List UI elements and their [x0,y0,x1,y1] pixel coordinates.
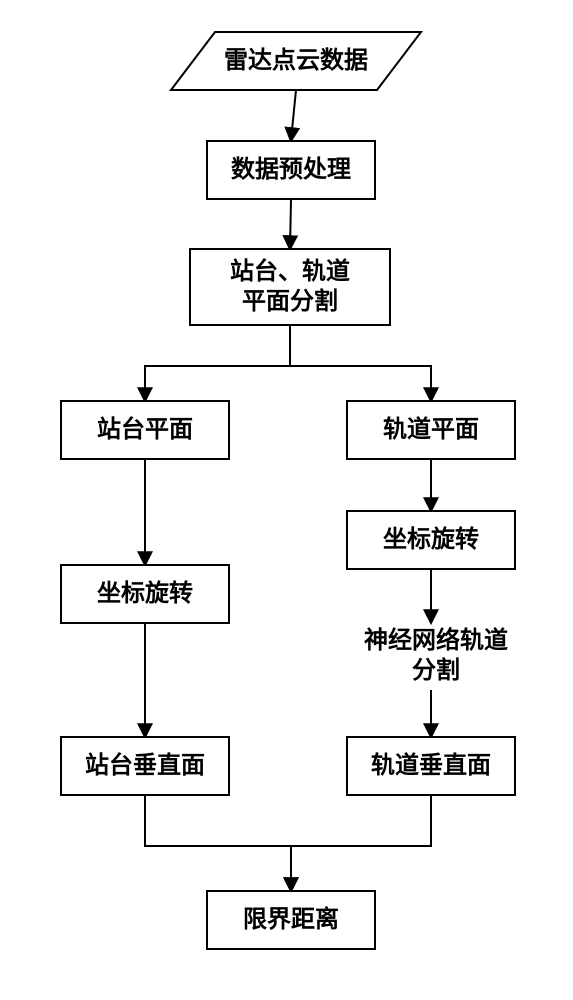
label-neural-network-track-segmentation: 神经网络轨道 分割 [346,626,526,686]
node-platform-track-plane-segmentation-label: 站台、轨道 平面分割 [230,257,350,317]
node-radar-pointcloud-data-label: 雷达点云数据 [193,32,399,90]
node-platform-vertical-plane-label: 站台垂直面 [85,751,205,781]
edge-e3 [290,326,431,400]
node-coordinate-rotation-left-label: 坐标旋转 [97,579,193,609]
node-track-vertical-plane-label: 轨道垂直面 [371,751,491,781]
node-track-vertical-plane: 轨道垂直面 [346,736,516,796]
node-platform-vertical-plane: 站台垂直面 [60,736,230,796]
edge-e0 [291,90,296,140]
node-platform-plane: 站台平面 [60,400,230,460]
node-track-plane: 轨道平面 [346,400,516,460]
node-data-preprocessing: 数据预处理 [206,140,376,200]
edge-e1 [290,200,291,248]
edge-e2 [145,326,290,400]
node-coordinate-rotation-left: 坐标旋转 [60,564,230,624]
node-clearance-distance-label: 限界距离 [243,905,339,935]
node-platform-track-plane-segmentation: 站台、轨道 平面分割 [189,248,391,326]
node-coordinate-rotation-right-label: 坐标旋转 [383,525,479,555]
node-coordinate-rotation-right: 坐标旋转 [346,510,516,570]
node-data-preprocessing-label: 数据预处理 [231,155,351,185]
flowchart-canvas: { "style": { "background_color": "#fffff… [0,0,573,1000]
edge-e9 [145,796,291,890]
edge-e10 [291,796,431,890]
node-platform-plane-label: 站台平面 [97,415,193,445]
node-clearance-distance: 限界距离 [206,890,376,950]
node-track-plane-label: 轨道平面 [383,415,479,445]
